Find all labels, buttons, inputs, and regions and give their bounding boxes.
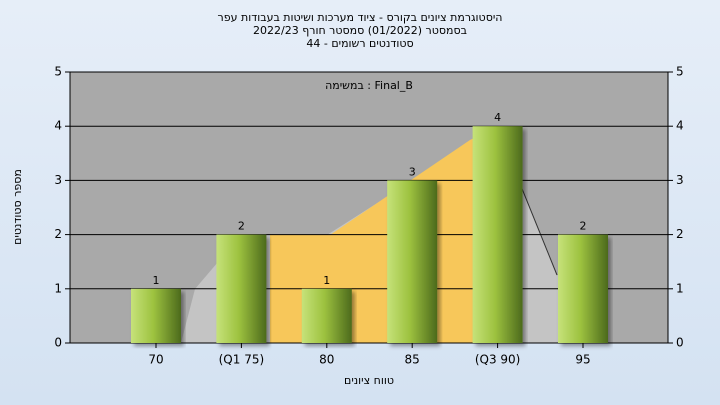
x-tick-label: (Q3 90)	[475, 353, 521, 367]
subtitle: סטודנטים רשומים - 44	[306, 37, 413, 50]
chart-title: היסטוגרמת ציונים בקורס - ציוד מערכות ושי…	[218, 11, 503, 24]
value-label: 2	[580, 220, 587, 233]
y-tick-label: 4	[54, 119, 62, 133]
value-label: 1	[153, 274, 160, 287]
y-tick-label: 1	[54, 281, 62, 295]
annotation: במשימה : Final_B	[325, 79, 413, 92]
y-tick-label: 5	[54, 65, 62, 79]
x-tick-label: (Q1 75)	[219, 353, 265, 367]
y2-tick-label: 4	[676, 119, 684, 133]
subtitle: בסמסטר (01/2022) סמסטר חורף 2022/23	[253, 24, 467, 37]
value-label: 2	[238, 220, 245, 233]
value-label: 1	[323, 274, 330, 287]
bar	[301, 288, 352, 343]
y2-tick-label: 1	[676, 281, 684, 295]
x-axis-label: טווח ציונים	[344, 374, 394, 387]
x-tick-label: 70	[148, 353, 163, 367]
y2-tick-label: 3	[676, 173, 684, 187]
bar	[131, 288, 181, 343]
y-tick-label: 2	[54, 227, 62, 241]
x-tick-label: 95	[575, 353, 590, 367]
y-tick-label: 0	[54, 336, 62, 350]
x-tick-label: 80	[319, 353, 334, 367]
y-axis-label: מספר סטודנטים	[11, 169, 24, 245]
bar	[387, 180, 438, 343]
y2-tick-label: 2	[676, 227, 684, 241]
y2-tick-label: 0	[676, 336, 684, 350]
y2-tick-label: 5	[676, 65, 684, 79]
bar	[558, 234, 608, 343]
x-tick-label: 85	[405, 353, 420, 367]
bar	[472, 126, 523, 343]
value-label: 3	[409, 165, 416, 178]
value-label: 4	[494, 111, 501, 124]
y-tick-label: 3	[54, 173, 62, 187]
bar	[216, 234, 267, 343]
